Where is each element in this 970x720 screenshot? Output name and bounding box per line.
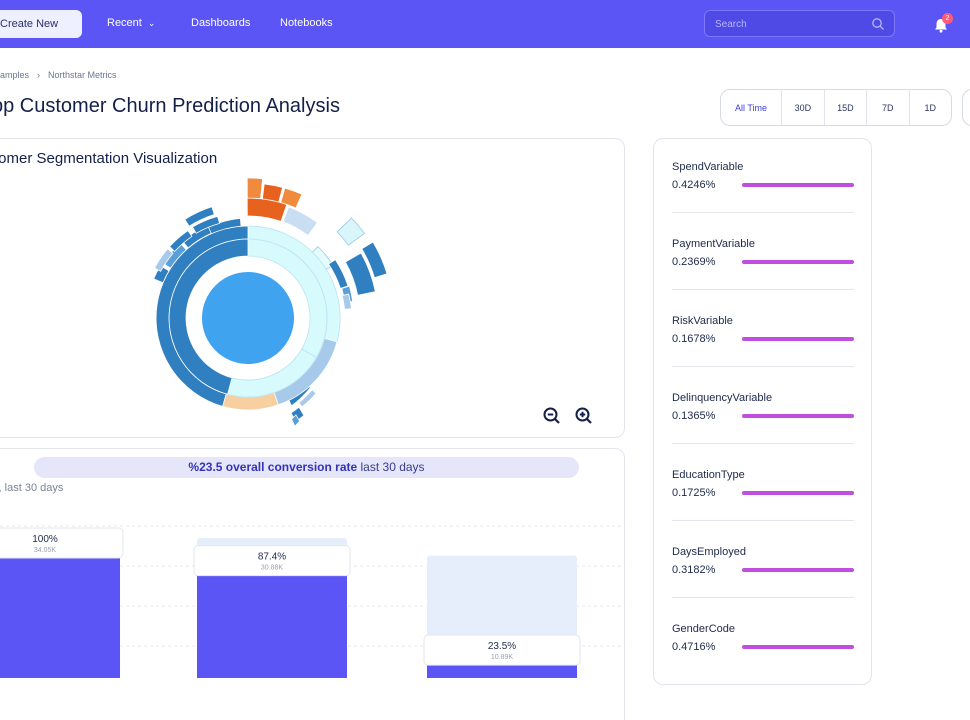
- metric-item: SpendVariable 0.4246%: [672, 161, 854, 213]
- sunburst-segment: [169, 230, 193, 252]
- metric-name: SpendVariable: [672, 161, 744, 173]
- segmentation-title: tomer Segmentation Visualization: [0, 150, 218, 167]
- metric-value: 0.1678%: [672, 333, 716, 345]
- funnel-subtitle: el, last 30 days: [0, 482, 64, 494]
- conversion-banner-rate: %23.5 overall conversion rate: [188, 460, 358, 474]
- range-30d[interactable]: 30D: [781, 90, 823, 125]
- sunburst-segment: [341, 293, 352, 310]
- funnel-percent-label: 100%: [32, 534, 58, 545]
- search-box: [704, 10, 895, 37]
- metric-divider: [672, 597, 854, 598]
- metric-name: RiskVariable: [672, 315, 733, 327]
- range-1d[interactable]: 1D: [908, 90, 951, 125]
- metric-divider: [672, 520, 854, 521]
- sunburst-segment: [344, 252, 376, 296]
- metric-value: 0.3182%: [672, 564, 716, 576]
- funnel-label-box: [193, 545, 351, 577]
- range-all-time[interactable]: All Time: [735, 102, 768, 113]
- metric-name: EducationType: [672, 469, 745, 481]
- chevron-right-icon: ›: [37, 70, 41, 80]
- metric-bar: [742, 260, 854, 264]
- funnel-chart: 100% 34.05K 87.4% 30.88K 23.5% 10.89K: [0, 525, 625, 678]
- metric-bar: [742, 414, 854, 418]
- sunburst-core: [202, 272, 294, 364]
- metric-value: 0.1725%: [672, 487, 716, 499]
- funnel-percent-label: 87.4%: [258, 552, 286, 563]
- breadcrumb-parent[interactable]: amples: [0, 70, 30, 80]
- top-navigation-bar: Create New Recent ⌄ Dashboards Notebooks …: [0, 0, 970, 48]
- metric-divider: [672, 289, 854, 290]
- sunburst-segment: [191, 215, 221, 234]
- metric-name: GenderCode: [672, 623, 735, 635]
- breadcrumb-current: Northstar Metrics: [48, 70, 117, 80]
- sunburst-segment: [291, 414, 301, 427]
- sunburst-segment: [184, 206, 215, 227]
- metric-item: EducationType 0.1725%: [672, 469, 854, 521]
- sunburst-segment: [298, 389, 317, 408]
- zoom-in-icon[interactable]: [575, 407, 593, 425]
- sunburst-segment: [336, 217, 366, 246]
- metric-value: 0.2369%: [672, 256, 716, 268]
- metric-divider: [672, 212, 854, 213]
- search-input[interactable]: [715, 16, 865, 32]
- sunburst-segment: [282, 206, 318, 237]
- sunburst-segment: [168, 238, 249, 395]
- funnel-count-label: 10.89K: [491, 654, 514, 661]
- funnel-bar[interactable]: [0, 538, 120, 678]
- metric-value: 0.4246%: [672, 179, 716, 191]
- funnel-label-box: [423, 634, 581, 666]
- metric-name: DelinquencyVariable: [672, 392, 773, 404]
- metric-divider: [672, 366, 854, 367]
- metric-divider: [672, 443, 854, 444]
- chevron-down-icon: ⌄: [147, 18, 156, 28]
- metric-item: PaymentVariable 0.2369%: [672, 238, 854, 290]
- metric-bar: [742, 645, 854, 649]
- sunburst-segment: [153, 248, 174, 272]
- metric-item: GenderCode 0.4716%: [672, 623, 854, 653]
- metric-item: DaysEmployed 0.3182%: [672, 546, 854, 598]
- nav-recent[interactable]: Recent ⌄: [107, 17, 155, 29]
- metric-bar: [742, 183, 854, 187]
- sunburst-segment: [280, 187, 303, 209]
- create-new-button[interactable]: Create New: [0, 10, 82, 38]
- metric-value: 0.1365%: [672, 410, 716, 422]
- nav-notebooks[interactable]: Notebooks: [280, 17, 333, 29]
- conversion-banner-period: last 30 days: [360, 460, 425, 474]
- breadcrumb: amples › Northstar Metrics: [0, 70, 117, 80]
- range-extra-button[interactable]: [962, 89, 970, 126]
- funnel-count-label: 30.88K: [261, 565, 284, 572]
- range-15d[interactable]: 15D: [823, 90, 866, 125]
- conversion-banner: %23.5 overall conversion rate last 30 da…: [34, 457, 579, 478]
- sunburst-segment: [328, 259, 349, 289]
- metric-item: RiskVariable 0.1678%: [672, 315, 854, 367]
- metric-name: PaymentVariable: [672, 238, 755, 250]
- sunburst-segment: [261, 183, 284, 203]
- metric-name: DaysEmployed: [672, 546, 746, 558]
- funnel-count-label: 34.05K: [34, 547, 57, 554]
- metric-value: 0.4716%: [672, 641, 716, 653]
- time-range-selector: All Time 30D 15D 7D 1D: [720, 89, 952, 126]
- zoom-out-icon[interactable]: [543, 407, 561, 425]
- funnel-percent-label: 23.5%: [488, 641, 516, 652]
- metric-bar: [742, 337, 854, 341]
- notification-badge: 2: [942, 13, 953, 24]
- sunburst-segment: [246, 177, 264, 200]
- nav-dashboards[interactable]: Dashboards: [191, 17, 251, 29]
- page-title: pp Customer Churn Prediction Analysis: [0, 95, 340, 117]
- sunburst-chart: [153, 177, 388, 427]
- funnel-label-box: [0, 527, 124, 559]
- search-icon[interactable]: [871, 17, 885, 31]
- metric-bar: [742, 491, 854, 495]
- metric-bar: [742, 568, 854, 572]
- nav-recent-label: Recent: [107, 17, 142, 29]
- feature-importance-panel: SpendVariable 0.4246% PaymentVariable 0.236…: [653, 138, 872, 685]
- sunburst-segment: [361, 241, 388, 279]
- range-7d[interactable]: 7D: [866, 90, 908, 125]
- metric-item: DelinquencyVariable 0.1365%: [672, 392, 854, 444]
